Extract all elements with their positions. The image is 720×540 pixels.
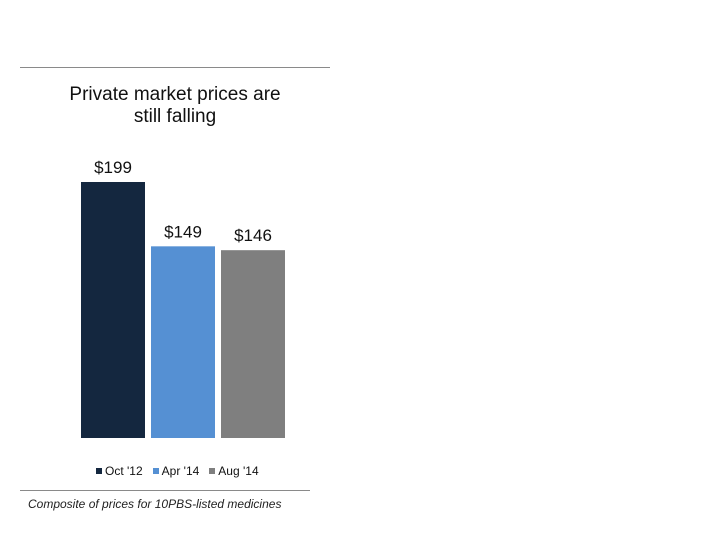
legend-item-aug-14: Aug '14 <box>209 464 259 478</box>
legend-label-oct-12: Oct '12 <box>105 464 143 478</box>
footnote: Composite of prices for 10PBS-listed med… <box>28 497 282 511</box>
legend-swatch-apr-14 <box>152 468 159 474</box>
data-label-apr-14: $149 <box>164 222 202 241</box>
bar-oct-12 <box>81 182 145 438</box>
legend-swatch-oct-12 <box>96 468 102 474</box>
data-label-aug-14: $146 <box>234 226 272 245</box>
legend-label-apr-14: Apr '14 <box>161 464 200 478</box>
legend-item-apr-14: Apr '14 <box>152 464 200 478</box>
chart-title-line-1: Private market prices are <box>69 84 281 105</box>
bar-aug-14 <box>221 250 285 438</box>
data-label-oct-12: $199 <box>94 158 132 177</box>
legend-swatch-aug-14 <box>209 468 216 474</box>
chart-title: Private market prices are still falling <box>20 84 330 128</box>
legend-label-aug-14: Aug '14 <box>218 464 259 478</box>
legend-item-oct-12: Oct '12 <box>96 464 143 478</box>
top-divider <box>20 67 330 68</box>
bottom-divider <box>20 490 310 491</box>
chart-legend: Oct '12 Apr '14 Aug '14 <box>96 464 259 478</box>
chart-title-line-2: still falling <box>133 106 217 127</box>
bar-apr-14 <box>151 246 215 438</box>
